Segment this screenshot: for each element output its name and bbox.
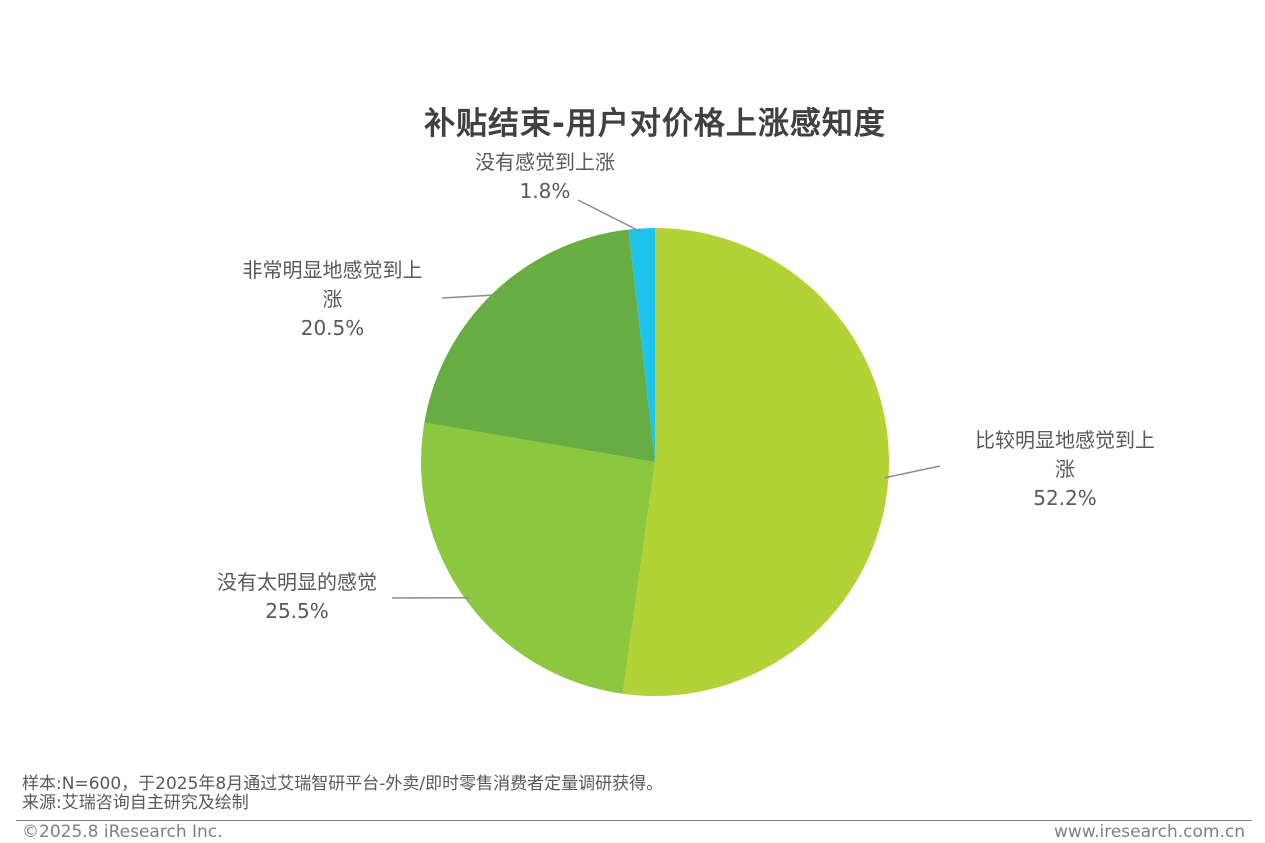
slice-value-label: 20.5% — [300, 316, 365, 340]
slice-name-line: 非常明显地感觉到上 — [242, 258, 423, 282]
slice-not-obvious-label: 没有太明显的感觉 25.5% — [182, 568, 412, 626]
slice-name-line: 没有太明显的感觉 — [217, 570, 377, 594]
slice-agree-somewhat — [622, 228, 890, 696]
slice-no-feeling-label: 没有感觉到上涨 1.8% — [430, 148, 660, 206]
slice-name-line: 比较明显地感觉到上 — [975, 428, 1155, 452]
footer-divider — [16, 820, 1252, 821]
slice-name-line: 涨 — [322, 287, 343, 311]
slice-value-label: 25.5% — [265, 599, 329, 623]
slice-agree-somewhat-label: 比较明显地感觉到上涨 52.2% — [935, 426, 1195, 513]
slice-very-obvious-label: 非常明显地感觉到上涨 20.5% — [200, 256, 465, 343]
leader-line — [577, 199, 643, 234]
footer-notes: 样本:N=600，于2025年8月通过艾瑞智研平台-外卖/即时零售消费者定量调研… — [22, 775, 663, 813]
slice-very-obvious — [424, 229, 655, 462]
copyright-text: ©2025.8 iResearch Inc. — [22, 822, 223, 842]
slice-value-label: 1.8% — [519, 179, 571, 203]
chart-title: 补贴结束-用户对价格上涨感知度 — [424, 106, 886, 142]
source-note: 来源:艾瑞咨询自主研究及绘制 — [22, 793, 249, 813]
sample-note: 样本:N=600，于2025年8月通过艾瑞智研平台-外卖/即时零售消费者定量调研… — [22, 774, 664, 794]
website-link[interactable]: www.iresearch.com.cn — [1053, 822, 1245, 842]
slice-name-line: 涨 — [1055, 457, 1075, 481]
leader-lines — [391, 199, 941, 599]
slice-name-line: 没有感觉到上涨 — [475, 150, 615, 174]
slice-no-feeling — [628, 228, 655, 462]
leader-line — [884, 465, 941, 479]
slice-not-obvious — [421, 422, 655, 694]
slice-value-label: 52.2% — [1033, 486, 1097, 510]
leader-line — [441, 294, 498, 299]
pie-slices — [421, 228, 890, 696]
